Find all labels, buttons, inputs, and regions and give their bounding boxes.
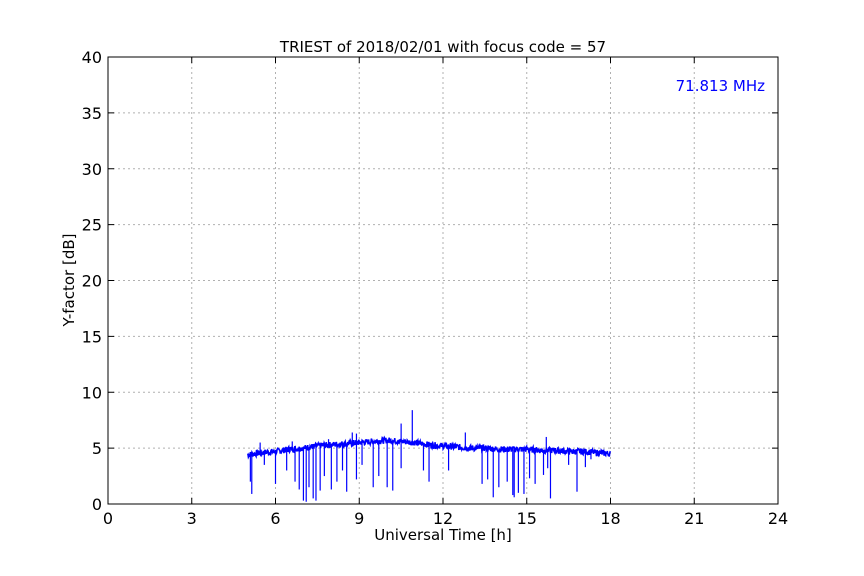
y-axis-label: Y-factor [dB]: [60, 233, 78, 327]
grid-lines: [108, 57, 778, 504]
plot-frame: [107, 56, 779, 505]
y-tick-label: 30: [82, 160, 102, 179]
y-tick-label: 35: [82, 104, 102, 123]
x-tick-label: 24: [768, 509, 788, 528]
x-axis-label: Universal Time [h]: [374, 526, 512, 544]
y-tick-label: 40: [82, 48, 102, 67]
tick-labels: 0 3 6 9 12 15 18 21 24 0 5 10 15 20 25 30 35 40: [82, 48, 789, 528]
x-tick-label: 15: [517, 509, 537, 528]
x-tick-label: 9: [354, 509, 364, 528]
y-tick-label: 15: [82, 327, 102, 346]
y-tick-label: 10: [82, 383, 102, 402]
y-tick-label: 20: [82, 272, 102, 291]
x-tick-label: 18: [600, 509, 620, 528]
x-tick-label: 0: [103, 509, 113, 528]
x-tick-label: 3: [187, 509, 197, 528]
y-tick-label: 5: [92, 439, 102, 458]
chart-title: TRIEST of 2018/02/01 with focus code = 5…: [279, 38, 606, 56]
data-series: [246, 410, 612, 502]
frequency-annotation: 71.813 MHz: [676, 77, 765, 95]
y-tick-label: 0: [92, 495, 102, 514]
x-tick-label: 21: [684, 509, 704, 528]
x-tick-label: 6: [270, 509, 280, 528]
y-tick-label: 25: [82, 216, 102, 235]
x-tick-label: 12: [433, 509, 453, 528]
